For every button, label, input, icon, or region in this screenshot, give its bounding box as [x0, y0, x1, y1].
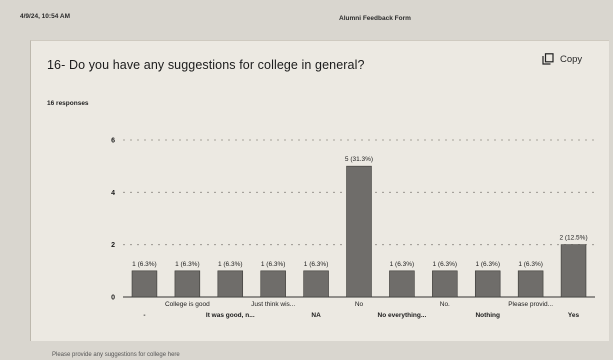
y-axis-ticks: 0 2 4 6: [111, 138, 115, 302]
x-tick-label: Yes: [568, 312, 580, 319]
y-tick-label: 0: [111, 295, 115, 302]
x-tick-label: No.: [440, 301, 450, 308]
bar-value-label: 1 (6.3%): [518, 261, 543, 268]
response-count: 16 responses: [47, 100, 89, 107]
bar-value-label: 1 (6.3%): [475, 261, 500, 268]
chart-bars: [131, 165, 587, 298]
bar-value-label: 1 (6.3%): [218, 261, 243, 268]
bar: [174, 270, 201, 298]
bar: [560, 244, 587, 298]
bar: [432, 270, 458, 298]
bar-value-label: 1 (6.3%): [261, 261, 286, 268]
copy-icon: [542, 53, 554, 65]
bar: [389, 270, 415, 298]
bar-value-label: 1 (6.3%): [433, 261, 458, 268]
bar: [217, 270, 244, 298]
y-tick-label: 6: [111, 138, 115, 145]
bar: [517, 270, 544, 298]
y-tick-label: 4: [111, 190, 115, 197]
x-tick-label: Please provid...: [508, 301, 553, 308]
bar-value-label: 1 (6.3%): [132, 261, 157, 268]
bar-value-label: 5 (31.3%): [345, 156, 373, 163]
x-axis-labels: - College is good It was good, n... Just th…: [143, 301, 579, 319]
x-tick-label: It was good, n...: [206, 312, 255, 319]
x-tick-label: No everything...: [378, 312, 427, 319]
question-title: 16- Do you have any suggestions for coll…: [47, 58, 365, 72]
y-tick-label: 2: [111, 242, 115, 249]
form-title: Alumni Feedback Form: [339, 15, 411, 22]
copy-label: Copy: [560, 53, 583, 65]
bar-value-label: 1 (6.3%): [390, 261, 415, 268]
bar: [260, 270, 286, 298]
print-date: 4/9/24, 10:54 AM: [20, 13, 70, 20]
copy-button[interactable]: Copy: [542, 53, 582, 65]
bar-value-label: 1 (6.3%): [304, 261, 329, 268]
bar: [303, 270, 329, 298]
bar: [346, 165, 372, 298]
cut-off-footer: Please provide any suggestions for colle…: [52, 352, 180, 358]
x-tick-label: No: [355, 301, 364, 308]
bar-value-label: 2 (12.5%): [559, 235, 587, 242]
question-card: 16- Do you have any suggestions for coll…: [30, 40, 609, 341]
x-tick-label: Just think wis...: [251, 301, 295, 308]
x-tick-label: -: [143, 312, 145, 319]
bar: [474, 270, 501, 298]
print-header: 4/9/24, 10:54 AM Alumni Feedback Form: [0, 0, 613, 40]
bar: [131, 270, 158, 298]
x-tick-label: College is good: [165, 301, 210, 308]
bar-value-label: 1 (6.3%): [175, 261, 200, 268]
x-tick-label: NA: [311, 312, 321, 319]
data-labels: 1 (6.3%) 1 (6.3%) 1 (6.3%) 1 (6.3%) 1 (6.3%)…: [132, 156, 587, 268]
x-tick-label: Nothing: [475, 312, 500, 319]
